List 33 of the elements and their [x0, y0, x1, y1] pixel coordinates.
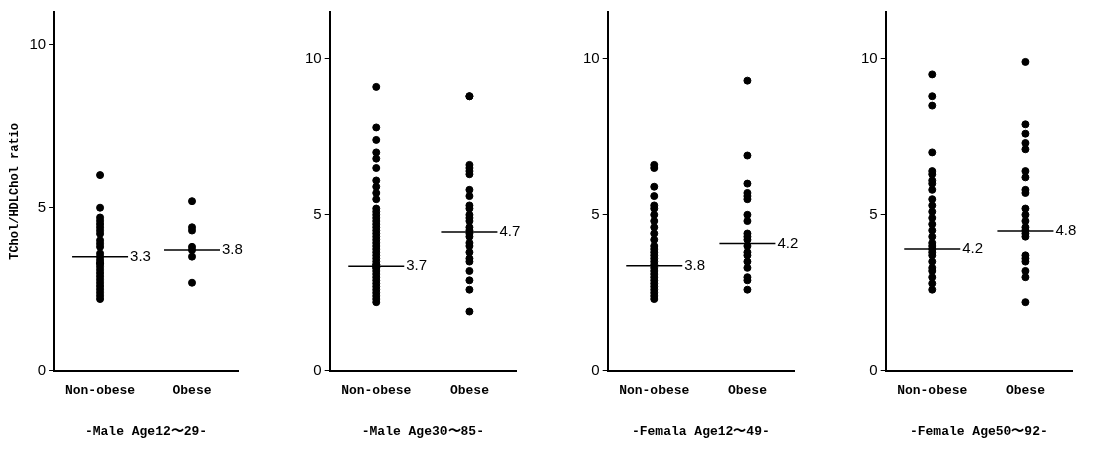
y-axis-title: TChol/HDLChol ratio	[8, 122, 23, 260]
annotation: 3.8	[684, 255, 706, 273]
x-tick-label: Non-obese	[897, 382, 968, 398]
y-tick-label: 10	[583, 48, 600, 66]
x-tick-label: Obese	[172, 382, 212, 398]
x-tick-label: Obese	[449, 382, 490, 398]
x-axis-title: -Female Age50〜92-	[909, 424, 1048, 440]
y-tick-label: 10	[29, 34, 47, 52]
annotation: 4.2	[962, 239, 984, 257]
x-axis-title: -Femala Age12〜49-	[631, 424, 770, 440]
y-tick-label: 10	[305, 48, 322, 66]
x-tick-label: Obese	[1005, 382, 1046, 398]
y-tick-label: 5	[869, 204, 878, 222]
y-tick-label: 5	[313, 204, 322, 222]
y-tick-label: 0	[869, 360, 878, 378]
y-tick-label: 0	[313, 360, 322, 378]
x-tick-label: Non-obese	[64, 382, 136, 398]
annotation: 3.8	[222, 240, 243, 258]
annotation: 3.3	[130, 246, 151, 264]
x-tick-label: Non-obese	[619, 382, 690, 398]
y-tick-label: 5	[591, 204, 600, 222]
y-tick-label: 5	[37, 197, 47, 215]
y-tick-label: 0	[37, 360, 47, 378]
x-axis-title: -Male Age12〜29-	[84, 424, 208, 440]
annotation: 3.7	[406, 256, 428, 274]
annotation: 4.7	[499, 222, 521, 240]
x-tick-label: Obese	[727, 382, 768, 398]
annotation: 4.2	[777, 233, 799, 251]
y-tick-label: 10	[861, 48, 878, 66]
annotation: 4.8	[1055, 221, 1077, 239]
x-tick-label: Non-obese	[341, 382, 412, 398]
y-tick-label: 0	[591, 360, 600, 378]
x-axis-title: -Male Age30〜85-	[361, 424, 484, 440]
